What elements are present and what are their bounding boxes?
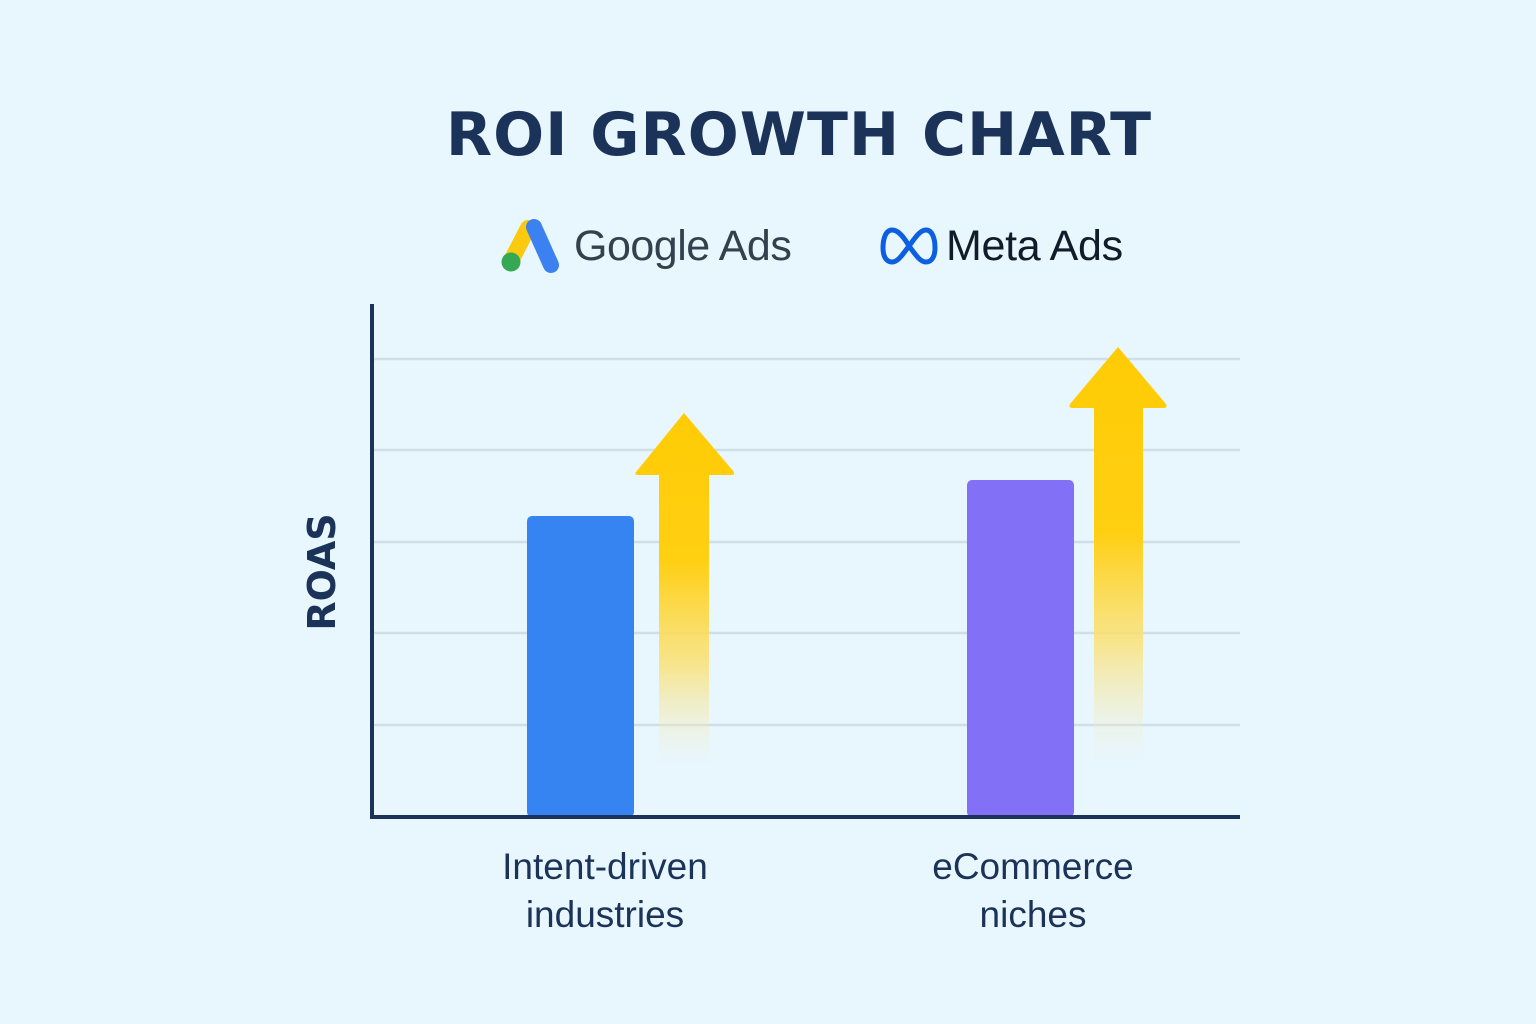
legend-item-meta-ads: Meta Ads: [880, 216, 1123, 276]
x-category-label-ecommerce: eCommerce niches: [853, 843, 1213, 939]
legend-label-google-ads: Google Ads: [574, 221, 792, 270]
x-label-line: niches: [979, 894, 1087, 935]
chart-title: ROI GROWTH CHART: [445, 100, 1153, 170]
meta-infinity-logo-icon: [880, 227, 938, 265]
x-label-line: Intent-driven: [502, 846, 708, 887]
x-label-line: eCommerce: [932, 846, 1134, 887]
x-label-line: industries: [525, 894, 685, 935]
legend: Google Ads Meta Ads: [0, 214, 1536, 284]
growth-arrow-ecommerce: [1069, 347, 1167, 760]
bar-google-ads-intent-driven: [527, 516, 634, 817]
google-ads-logo-icon: [501, 219, 559, 273]
legend-item-google-ads: Google Ads: [498, 216, 792, 276]
x-category-label-intent-driven: Intent-driven industries: [425, 843, 785, 939]
legend-label-meta-ads: Meta Ads: [946, 221, 1123, 270]
growth-arrow-intent-driven: [635, 413, 735, 766]
bar-meta-ads-ecommerce: [967, 480, 1074, 817]
